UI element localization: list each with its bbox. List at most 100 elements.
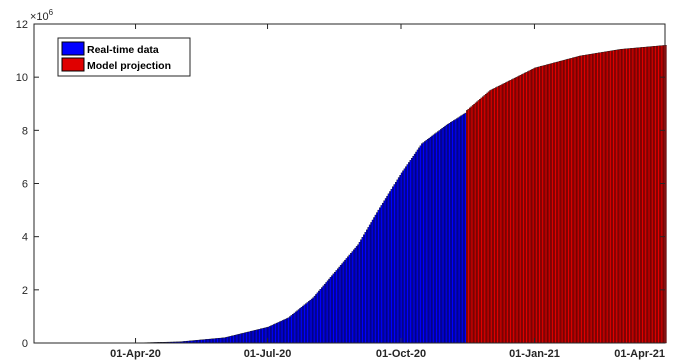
bar (228, 336, 231, 344)
bar (204, 339, 207, 344)
bar (415, 151, 418, 344)
bar (226, 336, 229, 344)
bar (425, 140, 428, 344)
bar (363, 234, 365, 344)
bar (225, 337, 228, 344)
bar (347, 256, 349, 344)
bar (241, 333, 244, 344)
bar (605, 51, 608, 344)
bar (231, 335, 233, 344)
bar (283, 319, 286, 344)
bar (395, 181, 397, 344)
bar (451, 121, 454, 344)
bar (392, 186, 394, 344)
bar (522, 73, 525, 344)
bar (332, 273, 335, 344)
bar (661, 45, 664, 344)
bar (644, 46, 647, 344)
bar (627, 48, 629, 344)
bar (428, 137, 431, 344)
bar (441, 128, 444, 344)
bar (532, 68, 535, 344)
bar (561, 60, 564, 344)
bar (303, 304, 306, 344)
bar (551, 63, 554, 344)
bar (527, 71, 529, 344)
bar (245, 332, 248, 344)
bar (483, 95, 486, 344)
bar (286, 318, 289, 344)
bar (334, 271, 336, 344)
bar (341, 263, 344, 344)
bar (454, 119, 457, 344)
bar (322, 285, 325, 344)
bar (567, 58, 570, 344)
bar (242, 332, 245, 344)
bar (634, 47, 637, 344)
bar (574, 56, 577, 344)
bar (513, 77, 516, 344)
bar (489, 90, 492, 344)
bar (213, 338, 216, 344)
bar (400, 172, 403, 344)
bar (657, 45, 660, 344)
bar (476, 101, 479, 344)
bar (583, 55, 586, 344)
bar (412, 155, 415, 344)
bar (249, 331, 252, 344)
bar (419, 145, 422, 344)
bar (582, 55, 584, 344)
bar (315, 294, 318, 344)
bar (495, 87, 497, 344)
bar (426, 139, 429, 344)
bar (515, 77, 518, 344)
bar (296, 310, 299, 344)
bar (410, 158, 413, 344)
bar (261, 328, 264, 344)
y-tick-label: 8 (22, 125, 28, 137)
bar (212, 338, 215, 344)
bar (255, 329, 258, 344)
bar (276, 322, 278, 344)
bar (431, 135, 434, 344)
bar (254, 330, 257, 344)
bar (223, 337, 226, 344)
y-tick-label: 12 (16, 19, 28, 31)
bar (248, 331, 251, 344)
bar (654, 45, 657, 344)
bar (219, 337, 222, 344)
y-tick-label: 4 (22, 232, 28, 244)
bar (309, 299, 312, 344)
bar (473, 103, 476, 344)
bar (615, 49, 618, 344)
bar (577, 56, 580, 344)
bar (235, 334, 238, 344)
bar (558, 61, 561, 344)
bar (232, 335, 235, 344)
bar (509, 80, 512, 344)
bar (618, 49, 621, 344)
bar (599, 52, 602, 344)
bar (487, 91, 490, 344)
bar (370, 222, 373, 344)
bar (239, 333, 242, 344)
bar (207, 338, 210, 344)
bar (307, 301, 310, 344)
bar (434, 133, 436, 344)
bar (609, 50, 612, 344)
bar (278, 321, 281, 344)
bar (380, 205, 383, 344)
bar (313, 295, 316, 344)
bar (287, 317, 290, 344)
bar (648, 46, 651, 344)
bar (580, 55, 583, 344)
bar (592, 53, 595, 344)
bar (251, 330, 254, 344)
bar (293, 312, 296, 344)
bar (424, 141, 426, 344)
bar (616, 49, 619, 344)
bar (557, 61, 560, 344)
bar (203, 339, 206, 344)
bar (587, 54, 590, 344)
